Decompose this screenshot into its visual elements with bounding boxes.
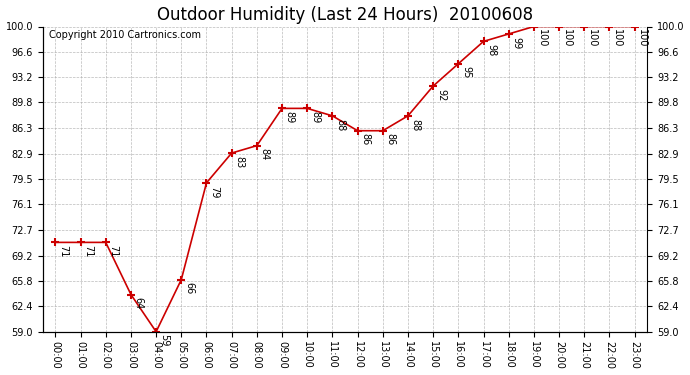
- Text: 71: 71: [108, 245, 119, 258]
- Text: 59: 59: [159, 334, 169, 347]
- Text: 88: 88: [335, 118, 345, 131]
- Text: 66: 66: [184, 282, 194, 295]
- Text: 100: 100: [537, 29, 546, 48]
- Text: 83: 83: [235, 156, 244, 168]
- Text: Copyright 2010 Cartronics.com: Copyright 2010 Cartronics.com: [49, 30, 201, 39]
- Text: 92: 92: [436, 89, 446, 101]
- Text: 100: 100: [638, 29, 647, 48]
- Text: 86: 86: [360, 134, 371, 146]
- Text: 95: 95: [461, 66, 471, 79]
- Text: 71: 71: [83, 245, 93, 258]
- Text: 84: 84: [259, 148, 270, 160]
- Text: 86: 86: [386, 134, 395, 146]
- Text: 99: 99: [511, 37, 522, 49]
- Title: Outdoor Humidity (Last 24 Hours)  20100608: Outdoor Humidity (Last 24 Hours) 2010060…: [157, 6, 533, 24]
- Text: 89: 89: [285, 111, 295, 123]
- Text: 98: 98: [486, 44, 496, 56]
- Text: 100: 100: [587, 29, 597, 48]
- Text: 100: 100: [562, 29, 572, 48]
- Text: 89: 89: [310, 111, 320, 123]
- Text: 64: 64: [134, 297, 144, 309]
- Text: 71: 71: [58, 245, 68, 258]
- Text: 88: 88: [411, 118, 421, 131]
- Text: 100: 100: [612, 29, 622, 48]
- Text: 79: 79: [209, 186, 219, 198]
